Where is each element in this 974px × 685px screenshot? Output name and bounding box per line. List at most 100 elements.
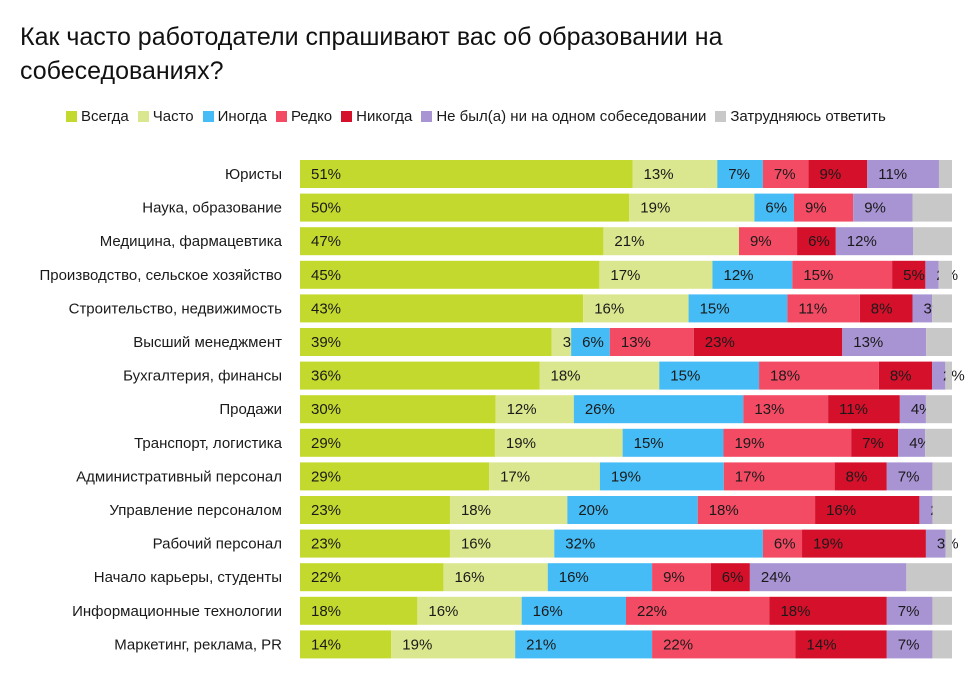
bar-segment (300, 496, 450, 524)
bar-segment (754, 193, 794, 222)
bar-segment (906, 563, 952, 592)
category-label: Маркетинг, реклама, PR (114, 636, 282, 653)
bar-segment (938, 160, 952, 188)
legend-item: Часто (137, 106, 194, 128)
legend-item: Никогда (341, 106, 412, 128)
data-label: 8% (871, 300, 893, 317)
bar-segment (899, 395, 926, 424)
bar-segment (925, 395, 952, 424)
data-label: 17% (735, 468, 765, 485)
data-label: 45% (311, 267, 341, 284)
legend: Всегда Часто Иногда Редко Никогда Не был(а) н… (66, 106, 895, 128)
bar-segment (802, 529, 926, 558)
data-label: 8% (890, 368, 912, 385)
bar-segment (835, 227, 914, 256)
bar-segment (797, 227, 836, 256)
bar-segment (769, 596, 887, 625)
legend-label: Часто (152, 108, 194, 126)
data-label: 18% (311, 603, 341, 620)
bar-segment (834, 462, 887, 491)
data-label: 20% (578, 502, 608, 519)
bar-segment (603, 227, 739, 256)
bar-segment (919, 496, 933, 524)
bar-segment (551, 328, 572, 356)
data-label: 50% (311, 200, 341, 217)
data-label: 18% (709, 502, 739, 519)
data-label: 23% (705, 334, 735, 351)
bar-segment (573, 395, 744, 424)
bar-segment (723, 428, 852, 457)
bar-segment (932, 596, 952, 625)
bar-segment (599, 462, 724, 491)
data-label: 15% (634, 435, 664, 452)
data-label: 16% (594, 300, 624, 317)
bar-segment (792, 260, 893, 289)
bar-segment (300, 630, 392, 659)
data-label: 21% (526, 636, 556, 653)
data-label: 16% (461, 536, 491, 553)
data-label: 13% (621, 334, 651, 351)
data-label: 43% (311, 300, 341, 317)
bar-segment (808, 160, 868, 188)
bar-segment (932, 361, 946, 390)
legend-swatch (421, 111, 433, 123)
data-label: 6% (808, 233, 830, 250)
bar-segment (300, 529, 450, 558)
bar-segment (626, 596, 770, 625)
data-label: 30% (311, 401, 341, 418)
bar-segment (932, 462, 952, 491)
data-label: 12% (723, 267, 753, 284)
bar-segment (851, 428, 899, 457)
legend-swatch (275, 111, 287, 123)
data-label: 14% (807, 636, 837, 653)
bar-segment (842, 328, 927, 356)
data-label: 8% (846, 468, 868, 485)
data-label: 11% (839, 401, 868, 418)
data-label: 7% (898, 468, 920, 485)
bar-segment (571, 328, 610, 356)
bar-segment (886, 596, 933, 625)
bar-segment (632, 160, 718, 188)
bar-segment (759, 361, 879, 390)
bar-segment (723, 462, 835, 491)
data-label: 19% (402, 636, 432, 653)
data-label: 16% (428, 603, 458, 620)
data-label: 19% (640, 200, 670, 217)
bar-segment (749, 563, 907, 592)
data-label: 26% (585, 401, 615, 418)
bar-segment (932, 496, 952, 524)
data-label: 9% (820, 166, 842, 183)
data-label: 14% (311, 636, 341, 653)
bar-segment (815, 496, 920, 524)
bar-segment (925, 428, 952, 457)
bar-segment (932, 294, 952, 323)
data-label: 6% (582, 334, 604, 351)
bar-segment (652, 630, 796, 659)
data-label: 21% (614, 233, 644, 250)
bar-segment (932, 630, 952, 659)
bar-segment (795, 630, 887, 659)
bar-segment (898, 428, 926, 457)
legend-swatch (715, 111, 727, 123)
data-label: 16% (533, 603, 563, 620)
legend-label: Редко (290, 108, 333, 126)
bar-segment (300, 563, 444, 592)
bar-segment (925, 529, 946, 558)
data-label: 23% (311, 536, 341, 553)
bar-segment (886, 630, 933, 659)
data-label: 6% (765, 200, 787, 217)
bar-segment (547, 563, 653, 592)
bar-segment (300, 260, 600, 289)
data-label: 7% (898, 636, 920, 653)
data-label: 13% (644, 166, 674, 183)
data-label: 16% (559, 569, 589, 586)
legend-label: Никогда (356, 108, 413, 126)
legend-swatch (202, 111, 214, 123)
data-label: 22% (311, 569, 341, 586)
bar-segment (853, 193, 913, 222)
legend-label: Иногда (217, 108, 267, 126)
data-label: 7% (862, 435, 884, 452)
bar-segment (609, 328, 694, 356)
bar-segment (300, 428, 495, 457)
